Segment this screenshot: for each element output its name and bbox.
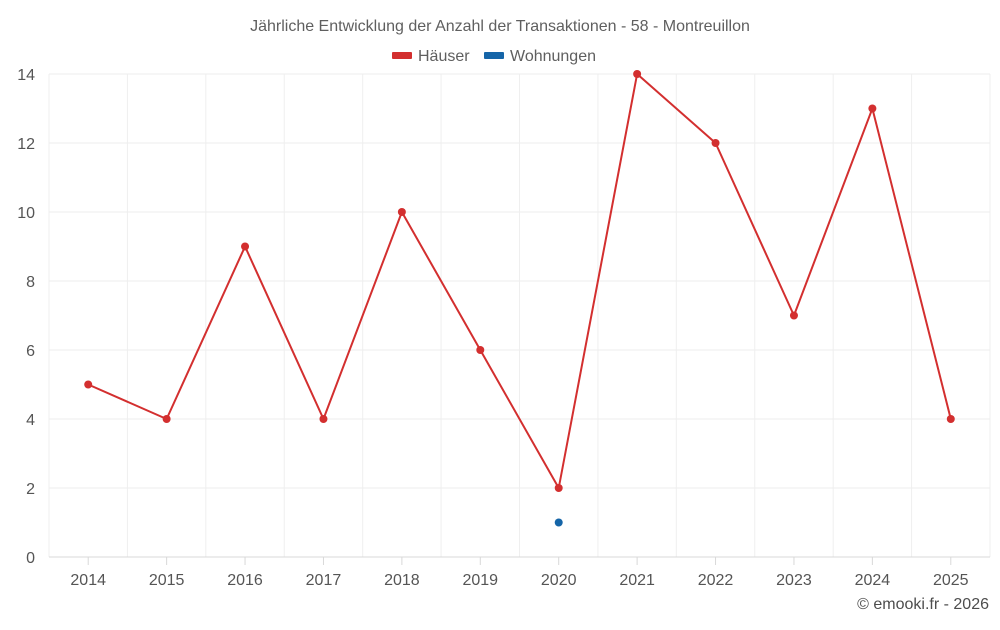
grid xyxy=(48,73,991,558)
y-tick-label: 8 xyxy=(26,274,35,291)
x-tick-label: 2014 xyxy=(70,572,106,589)
data-point-haeuser[interactable] xyxy=(868,104,877,113)
legend-label-haeuser: Häuser xyxy=(418,48,470,65)
y-tick-label: 4 xyxy=(26,412,35,429)
data-point-haeuser[interactable] xyxy=(554,484,563,492)
x-tick-label: 2018 xyxy=(384,572,420,589)
y-tick-label: 12 xyxy=(17,136,35,153)
data-point-haeuser[interactable] xyxy=(711,139,720,147)
legend-swatch-haeuser xyxy=(392,52,412,59)
x-tick-label: 2020 xyxy=(541,572,577,589)
data-point-wohnungen[interactable] xyxy=(554,518,563,527)
data-point-haeuser[interactable] xyxy=(946,415,955,423)
legend-item-wohnungen[interactable]: Wohnungen xyxy=(484,48,596,65)
x-tick-label: 2022 xyxy=(698,572,734,589)
data-point-haeuser[interactable] xyxy=(397,208,406,216)
credit-text: © emooki.fr - 2026 xyxy=(857,596,989,613)
data-point-haeuser[interactable] xyxy=(84,380,93,389)
legend-label-wohnungen: Wohnungen xyxy=(510,48,596,65)
series-line-haeuser xyxy=(87,73,952,489)
x-tick-label: 2025 xyxy=(933,572,969,589)
y-tick-label: 0 xyxy=(26,550,35,567)
chart-title: Jährliche Entwicklung der Anzahl der Tra… xyxy=(250,18,750,35)
x-tick-label: 2021 xyxy=(619,572,655,589)
x-tick-label: 2019 xyxy=(462,572,498,589)
y-tick-label: 14 xyxy=(17,67,35,84)
y-tick-label: 10 xyxy=(17,205,35,222)
axes: 0 2 4 6 8 10 12 14 2014 2015 2016 2017 2018 2019 2020 2… xyxy=(17,67,990,589)
data-point-haeuser[interactable] xyxy=(633,70,642,78)
data-point-haeuser[interactable] xyxy=(162,415,171,423)
series-layer xyxy=(84,70,955,527)
y-tick-label: 6 xyxy=(26,343,35,360)
data-point-haeuser[interactable] xyxy=(789,311,798,320)
x-tick-label: 2015 xyxy=(149,572,185,589)
data-point-haeuser[interactable] xyxy=(241,242,250,251)
x-tick-label: 2024 xyxy=(855,572,891,589)
data-point-haeuser[interactable] xyxy=(319,415,328,423)
x-tick-label: 2016 xyxy=(227,572,263,589)
legend-item-haeuser[interactable]: Häuser xyxy=(392,48,470,65)
legend-swatch-wohnungen xyxy=(484,52,504,59)
data-point-haeuser[interactable] xyxy=(476,346,485,354)
y-tick-label: 2 xyxy=(26,481,35,498)
x-tick-label: 2023 xyxy=(776,572,812,589)
x-tick-label: 2017 xyxy=(306,572,342,589)
legend: Häuser Wohnungen xyxy=(392,48,596,65)
